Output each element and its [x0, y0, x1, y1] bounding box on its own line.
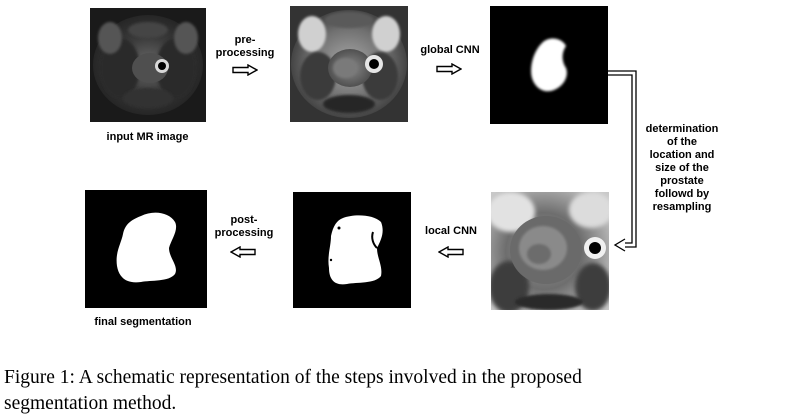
determination-line2: of the	[667, 136, 697, 148]
input-mr-image	[90, 8, 206, 122]
postprocessing-label-line1: post-	[230, 214, 258, 226]
final-segmentation-label: final segmentation	[94, 316, 192, 328]
input-mr-image-label: input MR image	[106, 131, 189, 143]
figure-caption: Figure 1: A schematic representation of …	[4, 365, 804, 417]
determination-line7: resampling	[652, 201, 712, 213]
right-arrow-icon	[232, 64, 258, 76]
left-arrow-icon	[230, 246, 256, 258]
determination-line3: location and	[649, 149, 715, 161]
preprocessed-image	[290, 6, 408, 122]
right-arrow-icon	[436, 63, 462, 75]
determination-line4: size of the	[655, 162, 709, 174]
figure-caption-line1: Figure 1: A schematic representation of …	[4, 367, 582, 388]
figure-caption-line2: segmentation method.	[4, 393, 177, 414]
resampled-crop-image	[491, 192, 609, 310]
preprocessing-label: pre- processing	[205, 34, 285, 60]
determination-line1: determination	[645, 123, 719, 135]
postprocessing-label: post- processing	[204, 214, 284, 240]
double-arrow-icon	[608, 70, 637, 252]
determination-label: determination of the location and size o…	[636, 123, 728, 214]
preprocessing-label-line1: pre-	[234, 34, 256, 46]
final-segmentation-image	[85, 190, 207, 308]
local-cnn-output	[293, 192, 411, 308]
global-cnn-label: global CNN	[420, 44, 480, 56]
global-cnn-output	[490, 6, 608, 124]
postprocessing-label-line2: processing	[214, 227, 274, 239]
preprocessing-label-line2: processing	[215, 47, 275, 59]
local-cnn-label: local CNN	[425, 225, 477, 237]
determination-line5: prostate	[660, 175, 704, 187]
determination-line6: followd by	[654, 188, 710, 200]
left-arrow-icon	[438, 246, 464, 258]
